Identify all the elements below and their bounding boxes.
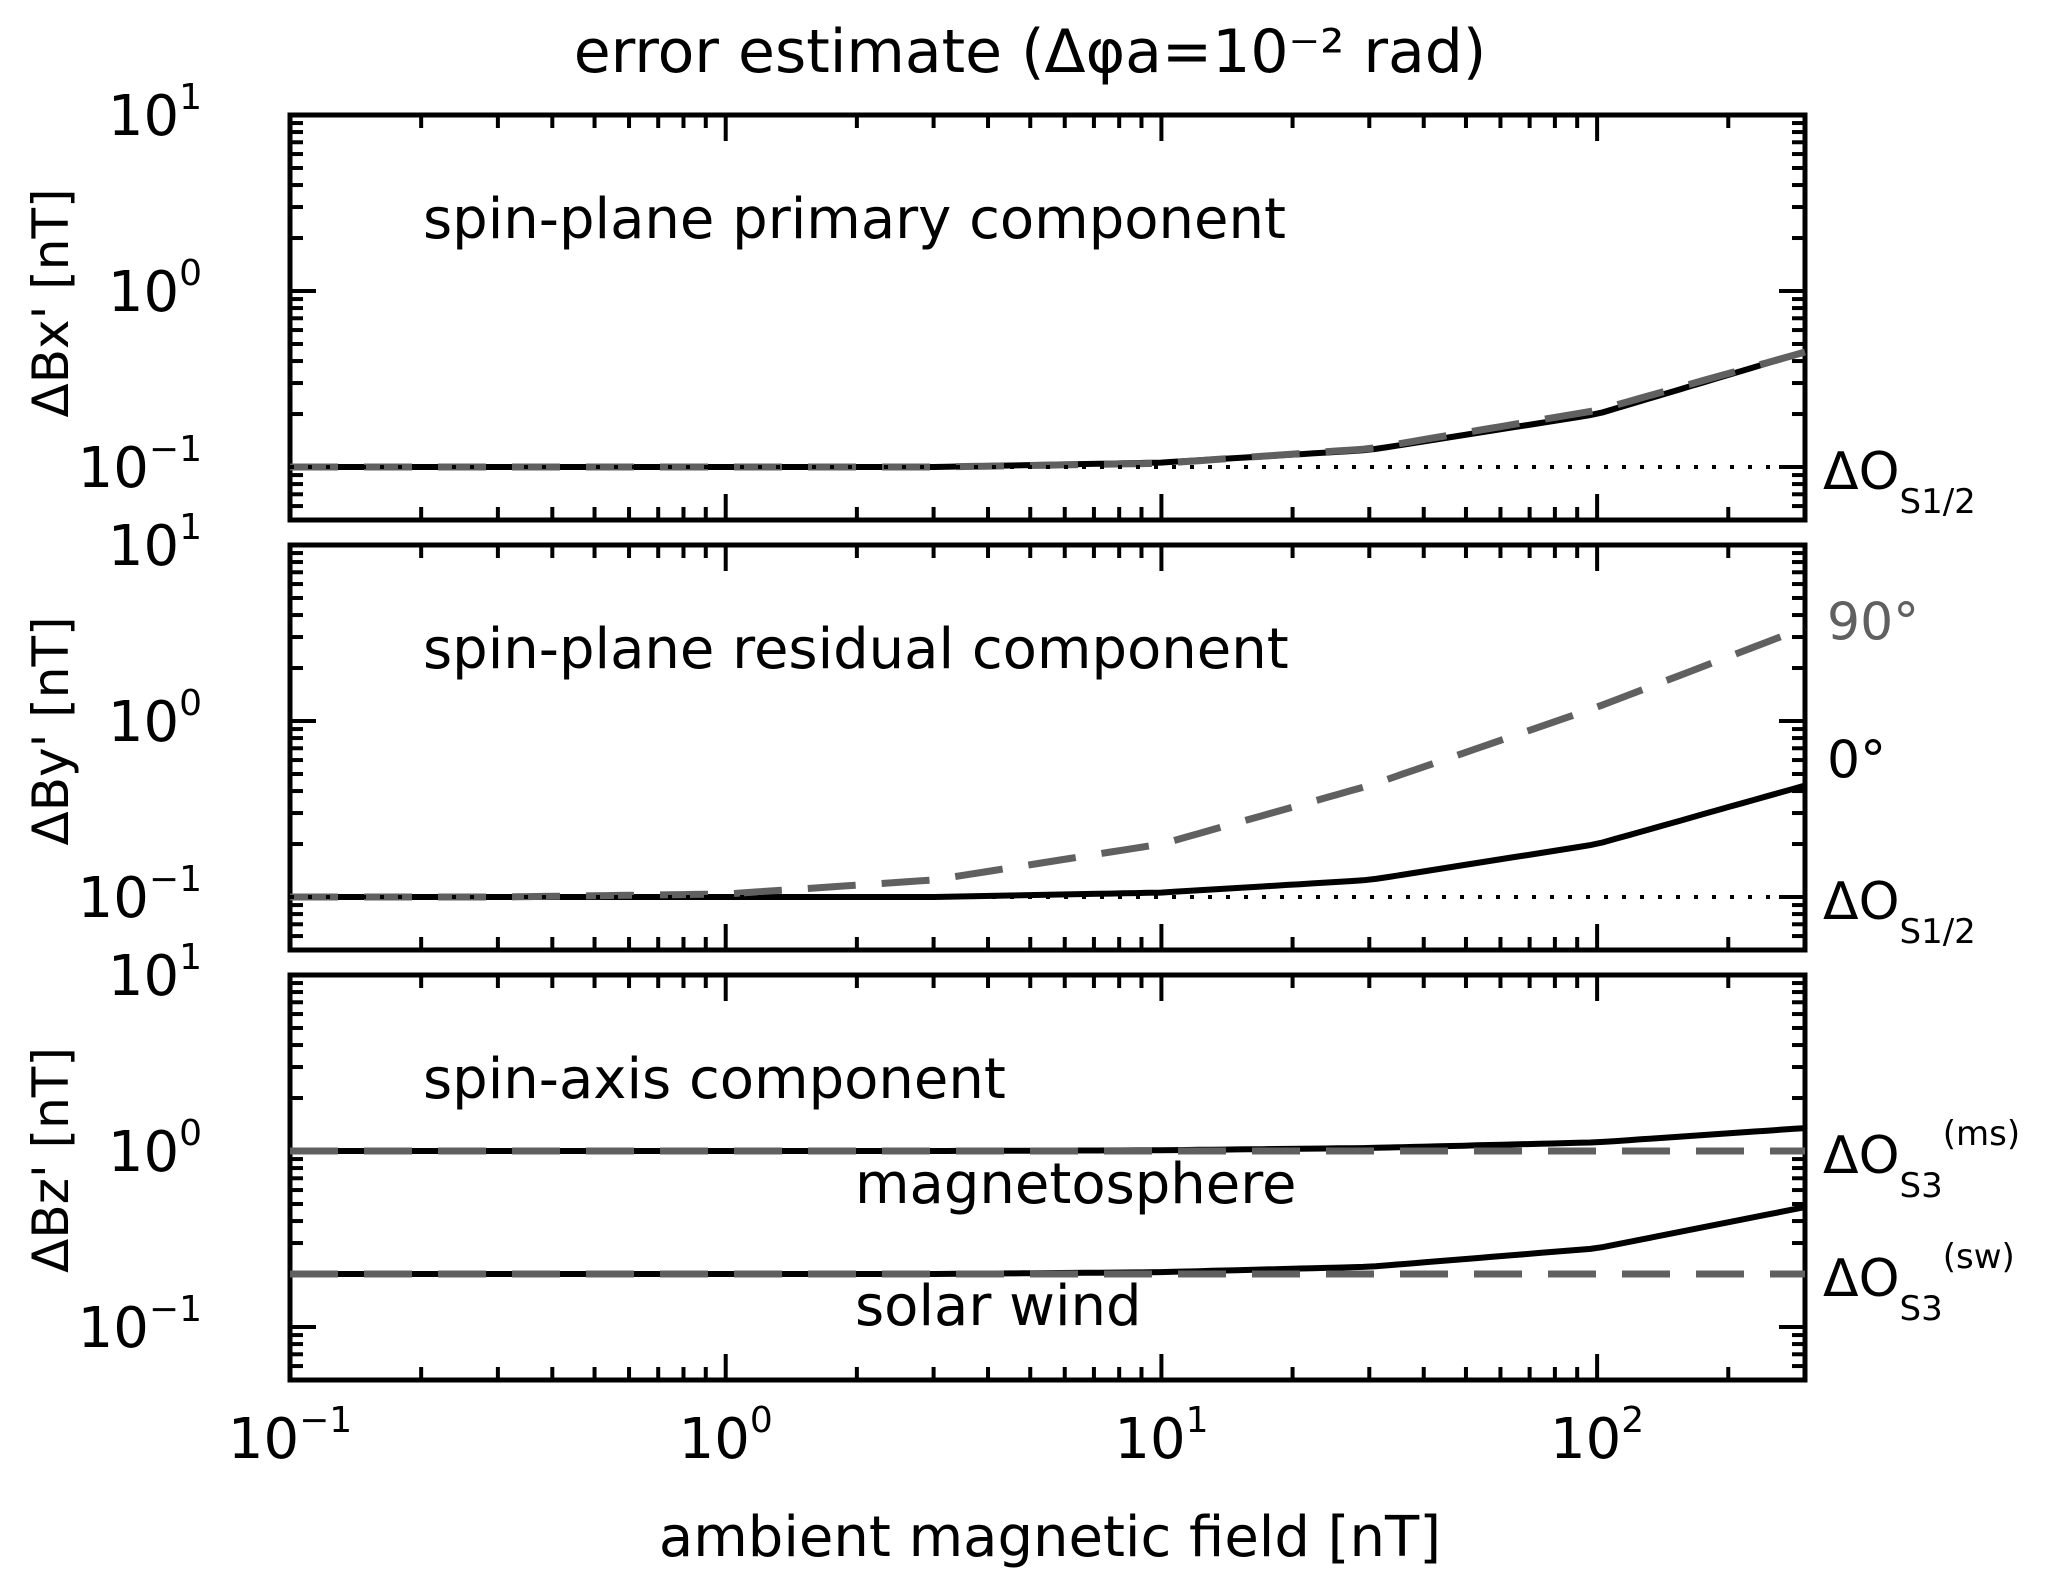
offset-label-s12: ΔOS1/2 [1823,872,1976,952]
offset-label-s12: ΔOS1/2 [1823,442,1976,522]
panel-frame [287,542,1808,953]
magnetosphere-label: magnetosphere [855,1152,1297,1217]
offset-label-s3-ms: ΔOS3(ms) [1823,1114,2020,1206]
y-tick-label: 101 [108,77,202,149]
y-tick-label-exponent: 0 [179,683,202,724]
y-tick-label: 10−1 [78,859,202,931]
series-line-solid [290,349,1806,470]
panel-by-annotation: spin-plane residual component [423,617,1289,682]
y-tick-label: 101 [108,507,202,579]
y-tick-label-exponent: 0 [179,253,202,294]
series-line-solid [290,1204,1806,1277]
x-tick-label: 102 [1550,1400,1644,1472]
x-tick-label-exponent: 0 [750,1400,773,1441]
y-tick-label: 101 [108,937,202,1009]
offset-label-s3-sw: ΔOS3(sw) [1823,1237,2015,1329]
panel-bz-annotation: spin-axis component [423,1047,1006,1112]
x-tick-label-exponent: −1 [299,1400,352,1441]
y-tick-label: 100 [108,253,202,325]
panel-by-ylabel: ΔBy' [nT] [22,617,80,846]
y-tick-label-exponent: −1 [149,429,202,470]
offset-label-superscript: (sw) [1943,1237,2015,1277]
offset-label-subscript: S3 [1900,1166,1943,1206]
panel-bz-ylabel: ΔBz' [nT] [22,1047,80,1273]
y-tick-label-exponent: 1 [179,77,202,118]
panel-bx: spin-plane primary component ΔBx' [nT] Δ… [22,112,1976,523]
curve-label-90deg: 90° [1827,592,1919,652]
curve-label-0deg: 0° [1827,731,1886,791]
panel-frame [287,112,1808,523]
panel-bx-ylabel: ΔBx' [nT] [22,189,80,418]
y-tick-label-exponent: −1 [149,859,202,900]
panel-by: spin-plane residual component ΔBy' [nT] … [22,542,1976,953]
panel-bx-annotation: spin-plane primary component [423,187,1286,252]
x-tick-label: 100 [679,1400,773,1472]
series-line-solid [290,782,1806,900]
x-tick-label: 101 [1114,1400,1208,1472]
offset-label-subscript: S1/2 [1900,482,1976,522]
y-tick-label-exponent: −1 [149,1289,202,1330]
y-tick-label: 10−1 [78,1289,202,1361]
y-tick-label-exponent: 1 [179,937,202,978]
y-tick-label: 10−1 [78,429,202,501]
series-line-dashed [290,348,1806,471]
x-tick-label-exponent: 1 [1186,1400,1209,1441]
y-tick-label-exponent: 1 [179,507,202,548]
offset-label-subscript: S3 [1900,1289,1943,1329]
y-tick-label-exponent: 0 [179,1113,202,1154]
figure-title: error estimate (Δφa=10⁻² rad) [574,17,1487,87]
offset-label-superscript: (ms) [1943,1114,2020,1154]
y-tick-label: 100 [108,683,202,755]
panel-bz: spin-axis component ΔBz' [nT] magnetosph… [22,972,2020,1383]
x-axis-label: ambient magnetic field [nT] [659,1505,1441,1570]
y-tick-label: 100 [108,1113,202,1185]
x-tick-label-exponent: 2 [1621,1400,1644,1441]
x-tick-label: 10−1 [228,1400,352,1472]
solar-wind-label: solar wind [855,1274,1142,1339]
offset-label-subscript: S1/2 [1900,912,1976,952]
